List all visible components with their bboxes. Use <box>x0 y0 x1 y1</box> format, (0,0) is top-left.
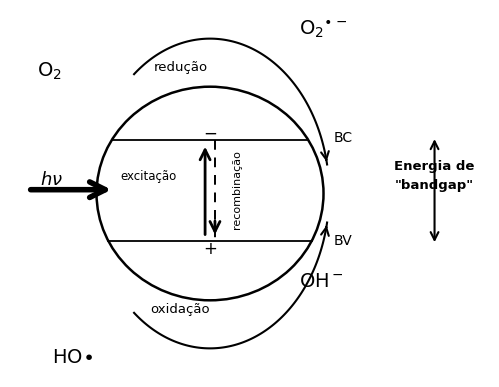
Text: excitação: excitação <box>120 170 177 183</box>
Text: HO$\bullet$: HO$\bullet$ <box>52 348 93 367</box>
Text: $+$: $+$ <box>203 240 217 258</box>
Text: BC: BC <box>333 131 352 145</box>
Text: O$_2$$^{\bullet -}$: O$_2$$^{\bullet -}$ <box>299 19 347 40</box>
Text: $h\nu$: $h\nu$ <box>40 171 63 189</box>
Text: recombinação: recombinação <box>232 150 242 229</box>
Text: redução: redução <box>153 61 208 74</box>
Text: Energia de: Energia de <box>394 160 475 173</box>
Text: BV: BV <box>333 234 352 248</box>
Text: "bandgap": "bandgap" <box>395 179 474 192</box>
Text: OH$^-$: OH$^-$ <box>299 272 344 291</box>
Text: oxidação: oxidação <box>151 303 210 316</box>
Text: O$_2$: O$_2$ <box>37 61 62 82</box>
Text: $-$: $-$ <box>203 123 217 142</box>
